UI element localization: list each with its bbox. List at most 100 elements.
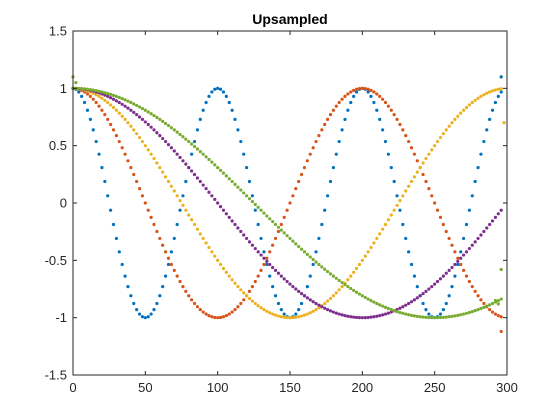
data-point [305,296,309,300]
data-point [435,279,440,284]
data-point [190,169,194,173]
data-point [352,315,356,319]
data-point [340,313,344,317]
data-point [470,194,474,198]
data-point [441,274,445,278]
data-point [473,309,477,313]
data-point [438,215,443,219]
data-point [285,279,289,284]
data-point [383,139,388,144]
edge-data-point [499,329,503,334]
data-point [378,303,382,307]
data-point [195,147,200,151]
data-point [407,313,411,317]
data-point [192,301,197,306]
data-point [473,240,477,244]
data-point [94,93,98,97]
data-point [236,185,240,189]
data-point [155,161,159,165]
data-point [158,134,162,138]
data-point [383,312,388,316]
data-point [352,94,356,98]
data-point [146,122,150,127]
data-point [85,92,90,96]
data-point [135,103,139,108]
data-point [114,236,118,241]
data-point [166,143,171,147]
data-point [152,113,156,118]
data-point [149,215,153,219]
data-point [456,313,460,317]
data-point [493,88,498,92]
data-point [282,312,286,316]
data-point [123,98,127,102]
data-point [129,165,133,170]
data-point [195,227,200,231]
data-point [343,94,347,98]
data-point [190,142,194,146]
data-point [132,301,136,306]
data-point [401,222,405,227]
data-point [97,152,101,156]
data-point [126,99,130,103]
data-point [106,194,110,198]
data-point [247,240,252,244]
data-point [297,315,301,319]
data-point [369,245,373,250]
data-point [433,144,437,148]
data-point [357,86,362,91]
data-point [456,114,460,118]
data-point [323,301,327,306]
data-point [158,236,162,241]
data-point [462,268,466,272]
data-point [395,117,399,122]
data-point [126,121,130,125]
data-point [172,189,176,193]
data-point [245,165,249,170]
data-point [216,316,220,320]
data-point [421,172,425,177]
data-point [271,312,275,316]
data-point [117,100,121,105]
edge-data-point [499,267,503,272]
data-point [331,108,335,112]
data-point [230,278,234,282]
data-point [447,236,451,241]
data-point [349,315,353,319]
data-point [467,208,471,212]
data-point [375,301,379,306]
data-point [192,172,197,177]
data-point [111,93,116,97]
data-point [326,299,330,303]
data-point [207,157,211,162]
data-point [363,254,367,258]
data-point [245,294,249,298]
data-point [305,159,309,163]
data-point [311,146,315,150]
data-point [407,139,411,144]
data-point [375,92,379,96]
data-point [386,218,390,222]
data-point [218,315,223,320]
data-point [386,152,390,156]
data-point [224,270,228,274]
data-point [433,282,437,286]
data-point [218,87,223,91]
data-point [450,243,454,247]
data-point [447,124,451,128]
data-point [198,232,202,236]
data-point [250,299,254,303]
data-point [100,90,104,94]
data-point [175,274,179,278]
data-point [210,90,214,94]
data-point [213,315,217,320]
data-point [375,236,379,241]
data-point [482,301,486,306]
data-point [415,314,419,318]
data-point [149,125,153,129]
data-point [418,315,422,319]
edge-data-point [74,81,78,85]
data-point [294,287,298,291]
data-point [363,86,367,91]
data-point [282,231,286,235]
